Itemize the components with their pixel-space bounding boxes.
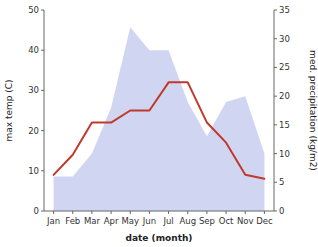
x-tick-label: Nov	[237, 216, 254, 226]
chart-container: Jan Feb MarAprMayJun Jul AugSep OctNovDec 0 10 2…	[0, 0, 318, 247]
temperature-line	[54, 82, 265, 178]
x-tick-label: May	[121, 216, 139, 226]
y2-tick	[274, 153, 277, 154]
y2-tick-label: 35	[279, 5, 290, 15]
x-tick	[187, 211, 188, 214]
y2-tick-label: 5	[279, 177, 284, 187]
x-tick	[168, 211, 169, 214]
y2-axis-title: med. precipitation (kg/m2)	[308, 50, 318, 171]
y-tick	[41, 130, 44, 131]
y-tick-label: 0	[34, 206, 39, 216]
x-tick-label: Jul	[162, 216, 173, 226]
x-tick-label: Jun	[142, 216, 156, 226]
x-tick-label: Mar	[84, 216, 101, 226]
y2-tick-label: 15	[279, 120, 290, 130]
y-tick	[41, 50, 44, 51]
x-tick-label: Oct	[219, 216, 234, 226]
y-axis-title: max temp (C)	[4, 79, 14, 141]
y2-tick-label: 30	[279, 34, 290, 44]
x-tick	[72, 211, 73, 214]
y-tick	[41, 90, 44, 91]
x-tick	[130, 211, 131, 214]
x-tick-label: Apr	[104, 216, 119, 226]
y2-tick	[274, 38, 277, 39]
x-tick	[53, 211, 54, 214]
plot-area	[54, 27, 265, 211]
y2-tick	[274, 124, 277, 125]
y-tick	[41, 211, 44, 212]
x-tick	[264, 211, 265, 214]
x-axis-title: date (month)	[126, 233, 193, 243]
y2-tick	[274, 211, 277, 212]
x-tick	[149, 211, 150, 214]
x-tick-label: Aug	[179, 216, 196, 226]
y2-tick	[274, 182, 277, 183]
x-tick	[111, 211, 112, 214]
y-tick-label: 50	[28, 5, 39, 15]
x-tick	[91, 211, 92, 214]
chart: Jan Feb MarAprMayJun Jul AugSep OctNovDec 0 10 2…	[0, 0, 318, 247]
y2-axis-line	[274, 10, 275, 211]
y-tick-label: 10	[28, 166, 39, 176]
x-tick	[206, 211, 207, 214]
y-axis-line	[44, 10, 45, 211]
y2-tick-label: 25	[279, 62, 290, 72]
y-tick	[41, 10, 44, 11]
precipitation-area	[54, 27, 265, 211]
x-axis-line	[44, 211, 274, 212]
y2-tick	[274, 67, 277, 68]
y2-tick-label: 0	[279, 206, 284, 216]
y-tick-label: 20	[28, 126, 39, 136]
y2-tick	[274, 96, 277, 97]
y2-tick-label: 10	[279, 149, 290, 159]
y2-tick-label: 20	[279, 91, 290, 101]
x-tick	[245, 211, 246, 214]
x-tick-label: Jan	[46, 216, 60, 226]
y-tick-label: 30	[28, 85, 39, 95]
y-tick-label: 40	[28, 45, 39, 55]
x-tick-label: Dec	[256, 216, 273, 226]
x-tick	[226, 211, 227, 214]
y-tick	[41, 170, 44, 171]
x-tick-label: Feb	[65, 216, 80, 226]
x-tick-label: Sep	[199, 216, 215, 226]
y2-tick	[274, 10, 277, 11]
